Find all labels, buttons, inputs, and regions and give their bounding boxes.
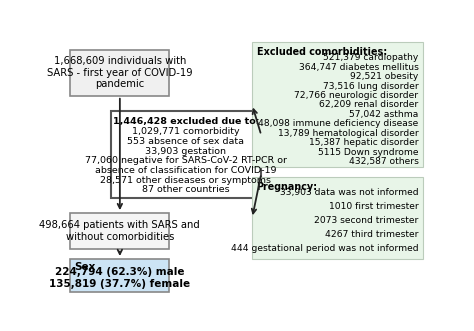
Text: 28,571 other diseases or symptoms: 28,571 other diseases or symptoms <box>100 176 272 185</box>
Text: 364,747 diabetes mellitus: 364,747 diabetes mellitus <box>299 63 419 72</box>
Text: 57,042 asthma: 57,042 asthma <box>349 110 419 119</box>
FancyBboxPatch shape <box>252 42 423 167</box>
Text: 1010 first trimester: 1010 first trimester <box>329 202 419 211</box>
Text: 15,387 hepatic disorder: 15,387 hepatic disorder <box>309 138 419 147</box>
Text: 72,766 neurologic disorder: 72,766 neurologic disorder <box>294 91 419 100</box>
Text: absence of classification for COVID-19: absence of classification for COVID-19 <box>95 166 277 175</box>
Text: Sex: Sex <box>75 262 96 272</box>
FancyBboxPatch shape <box>110 111 261 198</box>
Text: 224,794 (62.3%) male
135,819 (37.7%) female: 224,794 (62.3%) male 135,819 (37.7%) fem… <box>49 267 191 289</box>
FancyBboxPatch shape <box>252 177 423 259</box>
Text: 48,098 immune deficiency disease: 48,098 immune deficiency disease <box>258 119 419 128</box>
Text: 432,587 others: 432,587 others <box>349 157 419 166</box>
Text: 87 other countries: 87 other countries <box>142 185 230 195</box>
Text: 92,521 obesity: 92,521 obesity <box>350 72 419 81</box>
FancyBboxPatch shape <box>70 259 170 292</box>
Text: 77,060 negative for SARS-CoV-2 RT-PCR or: 77,060 negative for SARS-CoV-2 RT-PCR or <box>85 156 287 165</box>
Text: 553 absence of sex data: 553 absence of sex data <box>128 137 245 146</box>
Text: 444 gestational period was not informed: 444 gestational period was not informed <box>231 244 419 254</box>
Text: 62,209 renal disorder: 62,209 renal disorder <box>319 101 419 110</box>
Text: 521,379 cardiopathy: 521,379 cardiopathy <box>323 53 419 62</box>
Text: 33,903 gestation: 33,903 gestation <box>146 147 227 156</box>
Text: 1,668,609 individuals with
SARS - first year of COVID-19
pandemic: 1,668,609 individuals with SARS - first … <box>47 56 192 89</box>
Text: 498,664 patients with SARS and
without comorbidities: 498,664 patients with SARS and without c… <box>39 220 200 242</box>
Text: 1,446,428 excluded due to:: 1,446,428 excluded due to: <box>113 118 259 126</box>
Text: 2073 second trimester: 2073 second trimester <box>314 216 419 225</box>
Text: 73,516 lung disorder: 73,516 lung disorder <box>323 81 419 91</box>
Text: 13,789 hematological disorder: 13,789 hematological disorder <box>278 129 419 138</box>
Text: 33,903 data was not informed: 33,903 data was not informed <box>280 188 419 197</box>
Text: 5115 Down syndrome: 5115 Down syndrome <box>318 148 419 157</box>
Text: Excluded comorbidities:: Excluded comorbidities: <box>256 47 387 57</box>
FancyBboxPatch shape <box>70 50 170 96</box>
FancyBboxPatch shape <box>70 213 170 249</box>
Text: Pregnancy:: Pregnancy: <box>256 182 318 192</box>
Text: 1,029,771 comorbidity: 1,029,771 comorbidity <box>132 127 240 136</box>
Text: 4267 third trimester: 4267 third trimester <box>325 230 419 239</box>
